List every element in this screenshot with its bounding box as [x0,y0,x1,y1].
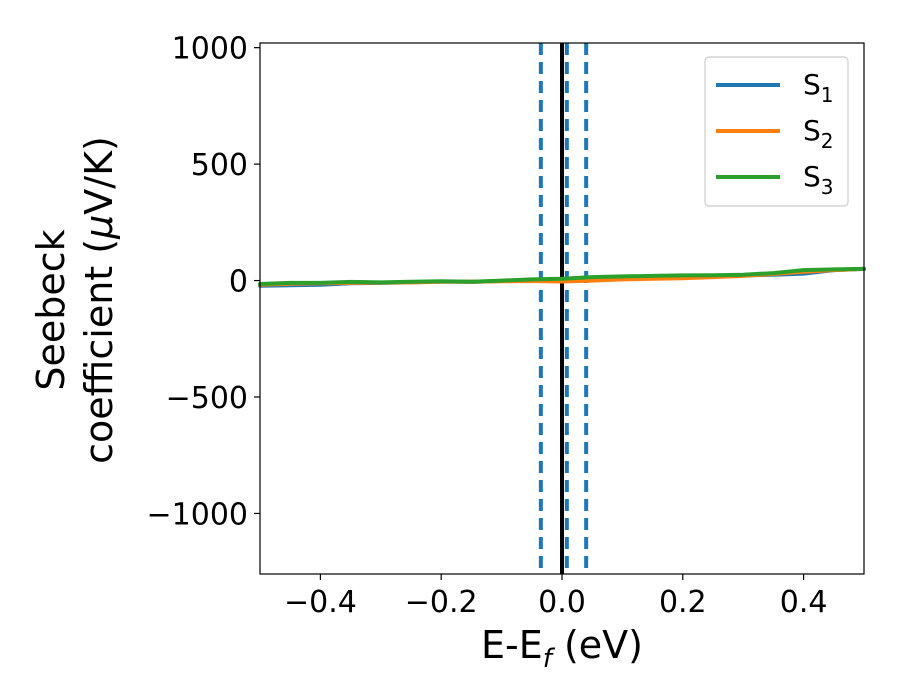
x-tick-label: −0.2 [405,585,478,620]
x-tick-label: 0.2 [659,585,707,620]
y-tick-label: −1000 [147,497,248,532]
legend-label-S1: S1 [803,68,834,107]
vertical-lines [538,43,589,574]
x-axis-label: E-Ef (eV) [481,623,643,674]
y-axis-label-line1: Seebeck [29,229,73,390]
x-tick-label: 0.0 [538,585,586,620]
y-axis-label-line2b: V/K) [77,136,121,215]
x-tick-label: 0.4 [780,585,828,620]
series-line-S3 [258,266,866,286]
y-axis-label-line2: coefficient (μV/K) [77,136,121,464]
y-tick-label: −500 [166,381,248,416]
x-axis-label-main: E-E [481,623,543,667]
legend: S1 S2 S3 [704,56,849,207]
y-axis-label-mu: μ [77,215,121,240]
y-axis-label-line2a: coefficient ( [77,239,121,464]
y-tick-label: 0 [229,265,248,300]
y-tick-label: 1000 [172,32,248,67]
legend-label-S2: S2 [803,114,834,153]
y-axis-ticks: 1000 500 0 −500 −1000 [147,32,260,532]
legend-label-S3: S3 [803,160,834,199]
series-lines [258,266,866,288]
x-axis-label-rest: (eV) [552,623,643,667]
x-axis-ticks: −0.4 −0.2 0.0 0.2 0.4 [284,574,827,620]
y-tick-label: 500 [191,148,248,183]
x-tick-label: −0.4 [284,585,357,620]
